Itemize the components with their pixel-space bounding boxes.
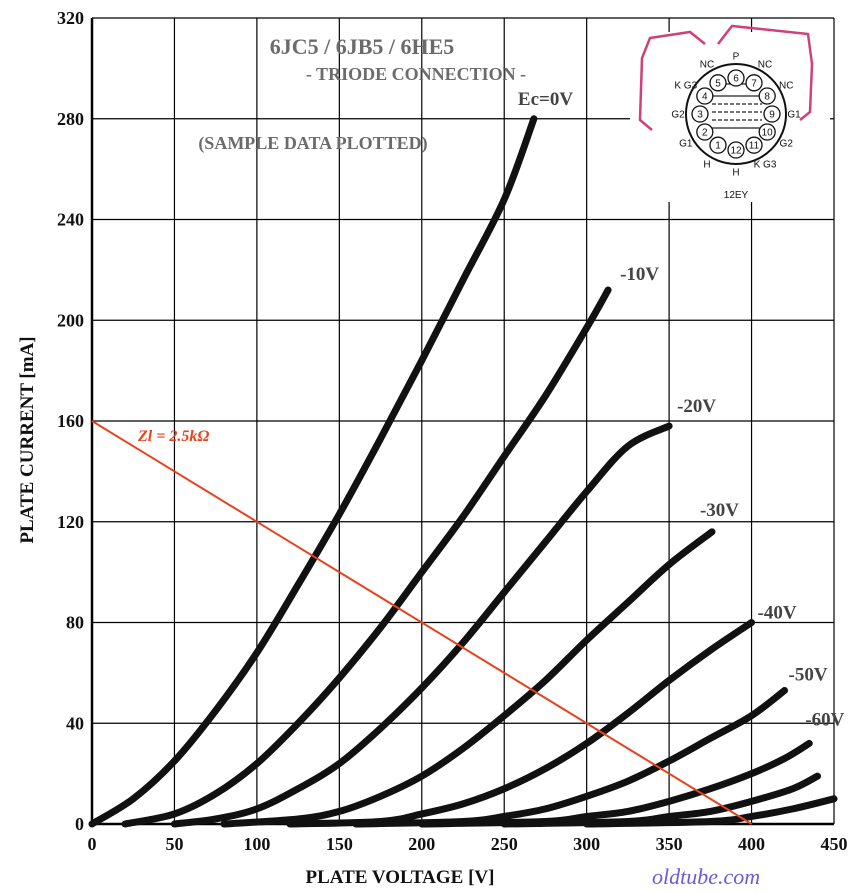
- pin-number: 3: [697, 110, 703, 121]
- pin-name: K G3: [754, 160, 777, 171]
- x-tick-label: 350: [656, 834, 683, 854]
- load-line-label: Zl = 2.5kΩ: [137, 428, 209, 445]
- pin-name: NC: [700, 59, 714, 70]
- curve-label: -10V: [620, 264, 659, 285]
- curve-label: Ec=0V: [518, 89, 573, 110]
- pin-name: G1: [787, 110, 801, 121]
- curve-label: -30V: [700, 500, 739, 521]
- pin-name: H: [732, 168, 739, 179]
- pin-circle: [763, 105, 781, 123]
- x-tick-label: 450: [821, 834, 848, 854]
- chart-note: (SAMPLE DATA PLOTTED): [198, 133, 427, 154]
- plate-curve: [88, 115, 538, 828]
- x-tick-label: 100: [243, 834, 270, 854]
- curve-labels: Ec=0V -10V -20V -30V -40V -50V -60V: [518, 89, 845, 731]
- pin-number: 7: [751, 78, 757, 89]
- load-line-group: [91, 420, 753, 825]
- pin-circle: [745, 74, 763, 92]
- y-tick-label: 120: [57, 512, 84, 532]
- pin-number: 4: [702, 92, 708, 103]
- y-tick-label: 80: [66, 613, 84, 633]
- x-tick-label: 400: [738, 834, 765, 854]
- x-tick-label: 200: [408, 834, 435, 854]
- pin-circle: [691, 105, 709, 123]
- plate-curve: [121, 286, 612, 828]
- pin-circle: [696, 87, 714, 105]
- pin-circle: [745, 136, 763, 154]
- curve-label: -40V: [758, 603, 797, 624]
- pin-name: G1: [679, 139, 693, 150]
- y-tick-label: 240: [57, 210, 84, 230]
- pin-number: 12: [730, 146, 742, 157]
- x-tick-label: 250: [491, 834, 518, 854]
- plate-curve: [220, 528, 716, 828]
- pin-circle: [727, 69, 745, 87]
- y-tick-label: 320: [57, 8, 84, 28]
- x-axis-ticks: 0 50 100 150 200 250 300 350 400 450: [88, 834, 848, 854]
- pin-name: NC: [779, 81, 793, 92]
- plate-curve: [583, 795, 838, 828]
- y-axis-label: PLATE CURRENT [mA]: [17, 336, 38, 543]
- y-tick-label: 280: [57, 109, 84, 129]
- pinout-background: [630, 32, 830, 202]
- chart-subtitle: - TRIODE CONNECTION -: [306, 64, 526, 84]
- tube-envelope: [685, 63, 787, 165]
- pin-circle: [696, 123, 714, 141]
- load-line: [91, 420, 753, 825]
- curve-label: -50V: [789, 665, 828, 686]
- curve-label: -20V: [677, 396, 716, 417]
- pin-name: G2: [671, 110, 685, 121]
- chart-title: 6JC5 / 6JB5 / 6HE5: [270, 34, 455, 59]
- pinout-outline-right: [717, 24, 814, 121]
- pin-circle: [709, 136, 727, 154]
- pin-name: NC: [758, 59, 772, 70]
- pin-number: 10: [762, 128, 774, 139]
- y-axis-ticks: 0 40 80 120 160 200 240 280 320: [57, 8, 84, 834]
- pin-name: P: [733, 52, 740, 63]
- y-tick-label: 0: [75, 814, 84, 834]
- plate-curve: [286, 619, 756, 828]
- x-tick-label: 0: [88, 834, 97, 854]
- pin-circle: [758, 87, 776, 105]
- plate-curve: [170, 422, 673, 828]
- pin-number: 5: [715, 78, 721, 89]
- pin-name: K G3: [674, 81, 697, 92]
- y-tick-label: 40: [66, 713, 84, 733]
- pin-number: 1: [715, 141, 721, 152]
- x-tick-label: 150: [326, 834, 353, 854]
- pin-name: H: [703, 160, 710, 171]
- pin-number: 2: [702, 128, 708, 139]
- pin-number: 11: [749, 141, 760, 152]
- y-tick-label: 200: [57, 310, 84, 330]
- pin-name: G2: [780, 139, 794, 150]
- pin-circle: [758, 123, 776, 141]
- pin-number: 6: [733, 74, 739, 85]
- pin-number: 8: [764, 92, 770, 103]
- x-tick-label: 300: [573, 834, 600, 854]
- pin-circle: [709, 74, 727, 92]
- x-tick-label: 50: [165, 834, 183, 854]
- pinout-outline-left: [638, 30, 706, 131]
- pin-circle: [727, 141, 745, 159]
- x-axis-label: PLATE VOLTAGE [V]: [306, 867, 495, 888]
- base-label: 12EY: [724, 190, 749, 201]
- watermark: oldtube.com: [652, 864, 760, 889]
- y-tick-label: 160: [57, 411, 84, 431]
- pin-number: 9: [769, 110, 775, 121]
- plate-curves: [88, 115, 838, 828]
- curve-label: -60V: [805, 709, 844, 730]
